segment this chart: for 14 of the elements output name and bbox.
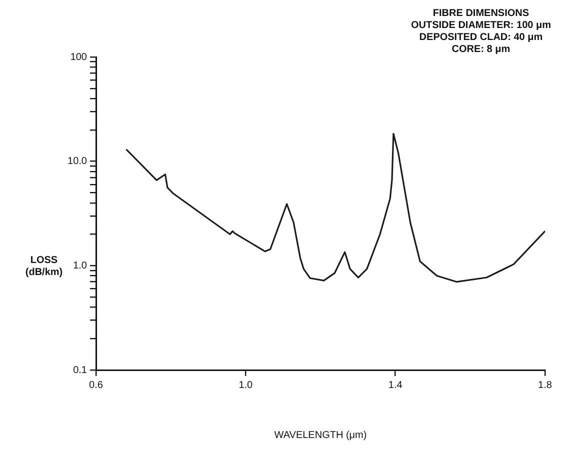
y-axis-title: LOSS (dB/km) [24,255,64,279]
x-tick-label: 1.4 [388,380,403,391]
x-tick-label: 1.8 [538,380,552,391]
text: CORE: 8 μm [450,44,512,56]
text: OUTSIDE DIAMETER: 100 μm [410,20,551,32]
x-tick-label: 1.0 [238,380,254,391]
x-axis-title: WAVELENGTH (μm) [273,430,368,441]
y-tick-label: 0.1 [73,364,88,376]
y-tick-label: 10.0 [68,156,88,168]
y-tick-label: 1.0 [73,260,88,272]
x-tick-label: 0.6 [89,380,104,391]
y-tick-label: 100 [70,52,88,63]
text: DEPOSITED CLAD: 40 μm [418,32,544,44]
text: FIBRE DIMENSIONS [432,8,530,20]
